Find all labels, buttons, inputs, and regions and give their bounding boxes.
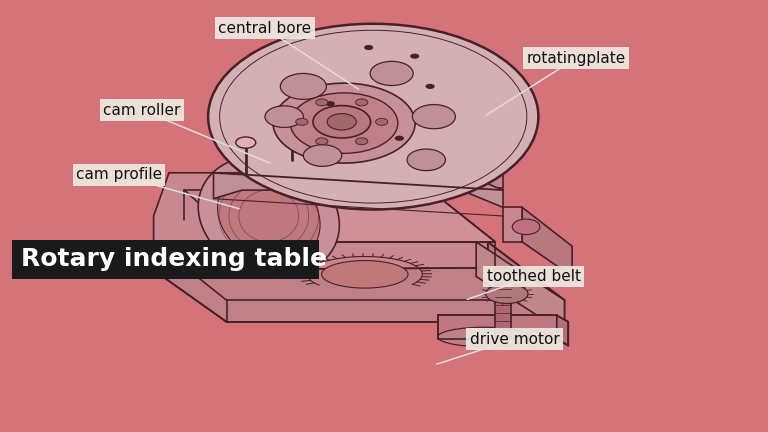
- Polygon shape: [154, 242, 564, 300]
- Ellipse shape: [485, 284, 528, 303]
- Ellipse shape: [313, 106, 370, 138]
- Text: rotatingplate: rotatingplate: [526, 51, 626, 66]
- Polygon shape: [154, 173, 261, 242]
- Circle shape: [410, 54, 419, 59]
- Polygon shape: [557, 315, 568, 346]
- Polygon shape: [503, 207, 522, 242]
- Circle shape: [356, 138, 368, 145]
- Circle shape: [296, 118, 308, 125]
- Text: central bore: central bore: [218, 21, 312, 35]
- Polygon shape: [242, 173, 503, 188]
- Ellipse shape: [370, 61, 413, 86]
- Polygon shape: [495, 268, 511, 337]
- Ellipse shape: [528, 330, 547, 348]
- Ellipse shape: [322, 260, 408, 288]
- Circle shape: [282, 124, 302, 135]
- Circle shape: [364, 45, 373, 50]
- Circle shape: [376, 118, 388, 125]
- Polygon shape: [184, 190, 242, 268]
- Polygon shape: [522, 207, 572, 276]
- Circle shape: [326, 101, 335, 106]
- Ellipse shape: [290, 93, 398, 153]
- Ellipse shape: [217, 169, 320, 263]
- Polygon shape: [184, 190, 495, 242]
- Polygon shape: [438, 315, 557, 339]
- Circle shape: [425, 84, 435, 89]
- Circle shape: [395, 136, 404, 141]
- Ellipse shape: [412, 105, 455, 129]
- Circle shape: [316, 99, 328, 106]
- Text: cam drive: cam drive: [119, 260, 196, 275]
- Ellipse shape: [280, 73, 326, 99]
- Ellipse shape: [198, 156, 339, 276]
- Circle shape: [512, 219, 540, 235]
- FancyBboxPatch shape: [12, 240, 319, 279]
- Ellipse shape: [265, 106, 303, 127]
- Circle shape: [356, 99, 368, 106]
- Ellipse shape: [208, 24, 538, 210]
- Ellipse shape: [407, 149, 445, 171]
- Text: Rotary indexing table: Rotary indexing table: [21, 247, 326, 271]
- Text: toothed belt: toothed belt: [487, 269, 581, 284]
- Ellipse shape: [438, 327, 530, 346]
- Circle shape: [316, 138, 328, 145]
- Text: cam roller: cam roller: [104, 103, 180, 118]
- Polygon shape: [488, 242, 564, 322]
- Polygon shape: [476, 242, 564, 333]
- Polygon shape: [154, 242, 227, 322]
- Text: cam profile: cam profile: [76, 168, 162, 182]
- Polygon shape: [154, 268, 564, 322]
- Text: drive motor: drive motor: [470, 332, 559, 346]
- Polygon shape: [214, 173, 503, 207]
- Ellipse shape: [303, 145, 342, 166]
- Circle shape: [236, 137, 256, 148]
- Ellipse shape: [327, 114, 356, 130]
- Ellipse shape: [273, 83, 415, 163]
